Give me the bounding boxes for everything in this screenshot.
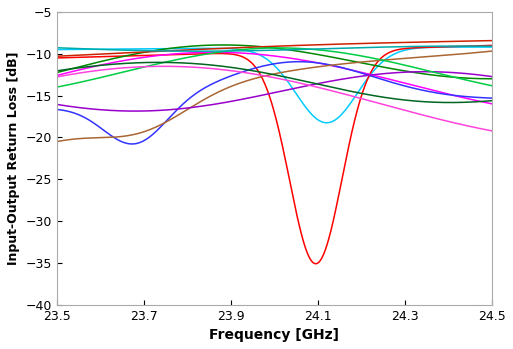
Y-axis label: Input-Output Return Loss [dB]: Input-Output Return Loss [dB] xyxy=(7,52,20,265)
X-axis label: Frequency [GHz]: Frequency [GHz] xyxy=(209,328,340,342)
